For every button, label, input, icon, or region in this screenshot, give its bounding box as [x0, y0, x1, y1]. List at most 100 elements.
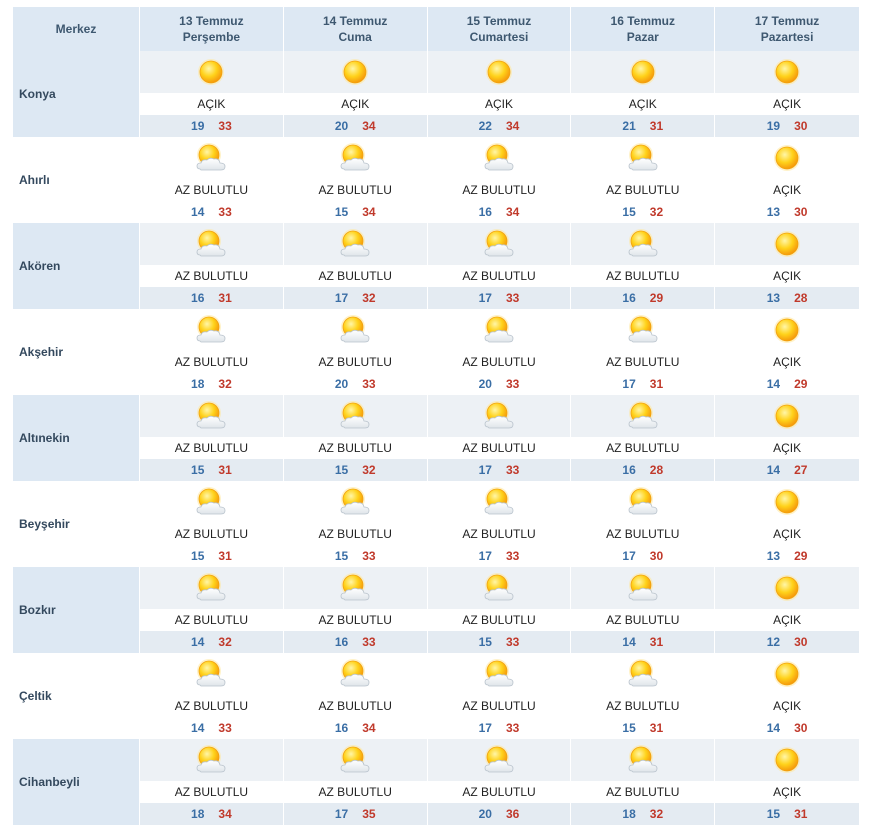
condition-text: AZ BULUTLU: [427, 179, 571, 201]
city-name[interactable]: Cihanbeyli: [13, 739, 140, 825]
sun-icon: [715, 481, 859, 523]
condition-text: AZ BULUTLU: [283, 437, 427, 459]
temperature-range: 16 34: [283, 717, 427, 739]
condition-text: AÇIK: [715, 351, 859, 373]
high-temp: 31: [649, 119, 664, 133]
low-temp: 18: [191, 377, 205, 391]
table-row: Ahırlı AZ BULUTLU 14 33 AZ BULUTLU 15 34 AZ BUL…: [13, 137, 859, 223]
condition-text: AZ BULUTLU: [571, 351, 715, 373]
condition-text: AZ BULUTLU: [571, 179, 715, 201]
forecast-cell: AZ BULUTLU 14 32: [140, 567, 284, 653]
low-temp: 17: [478, 721, 492, 735]
temperature-range: 21 31: [571, 115, 715, 137]
sun-icon: [715, 567, 859, 609]
header-date: 13 Temmuz: [179, 14, 244, 28]
city-name[interactable]: Akşehir: [13, 309, 140, 395]
high-temp: 30: [794, 635, 808, 649]
city-name[interactable]: Bozkır: [13, 567, 140, 653]
low-temp: 15: [622, 721, 636, 735]
high-temp: 33: [505, 635, 520, 649]
condition-text: AÇIK: [715, 93, 859, 115]
table-row: Akören AZ BULUTLU 16 31 AZ BULUTLU 17 32 AZ BUL…: [13, 223, 859, 309]
low-temp: 16: [622, 291, 636, 305]
sun-icon: [283, 51, 427, 93]
sun-icon: [715, 137, 859, 179]
low-temp: 20: [334, 119, 349, 133]
city-name[interactable]: Beyşehir: [13, 481, 140, 567]
temperature-range: 17 32: [283, 287, 427, 309]
forecast-cell: AZ BULUTLU 17 33: [427, 395, 572, 481]
forecast-cell: AZ BULUTLU 14 33: [140, 137, 284, 223]
low-temp: 20: [478, 377, 492, 391]
forecast-cell: AZ BULUTLU 15 32: [283, 395, 428, 481]
temperature-range: 20 33: [283, 373, 427, 395]
high-temp: 30: [649, 549, 664, 563]
temperature-range: 15 34: [283, 201, 427, 223]
temperature-range: 17 30: [571, 545, 715, 567]
low-temp: 14: [191, 205, 205, 219]
low-temp: 22: [478, 119, 492, 133]
high-temp: 29: [794, 377, 808, 391]
partly-cloudy-icon: [427, 653, 571, 695]
partly-cloudy-icon: [283, 395, 427, 437]
header-date: 16 Temmuz: [610, 14, 676, 28]
high-temp: 27: [794, 463, 808, 477]
partly-cloudy-icon: [140, 739, 283, 781]
low-temp: 14: [191, 721, 205, 735]
low-temp: 14: [622, 635, 636, 649]
temperature-range: 14 33: [140, 201, 283, 223]
city-name[interactable]: Ahırlı: [13, 137, 140, 223]
temperature-range: 14 31: [571, 631, 715, 653]
temperature-range: 14 30: [715, 717, 859, 739]
condition-text: AZ BULUTLU: [283, 695, 427, 717]
low-temp: 20: [334, 377, 349, 391]
temperature-range: 18 34: [140, 803, 283, 825]
temperature-range: 17 33: [427, 717, 571, 739]
city-name[interactable]: Çeltik: [13, 653, 140, 739]
sun-icon: [715, 739, 859, 781]
temperature-range: 20 36: [427, 803, 571, 825]
high-temp: 33: [218, 721, 232, 735]
low-temp: 15: [478, 635, 492, 649]
high-temp: 34: [362, 119, 376, 133]
forecast-cell: AÇIK 13 29: [715, 481, 859, 567]
city-name[interactable]: Konya: [13, 51, 140, 137]
forecast-cell: AÇIK 12 30: [715, 567, 859, 653]
high-temp: 30: [794, 119, 808, 133]
condition-text: AZ BULUTLU: [283, 523, 427, 545]
high-temp: 35: [362, 807, 376, 821]
high-temp: 33: [505, 291, 520, 305]
city-name[interactable]: Altınekin: [13, 395, 140, 481]
forecast-cell: AZ BULUTLU 16 31: [140, 223, 284, 309]
high-temp: 34: [505, 205, 520, 219]
condition-text: AZ BULUTLU: [427, 351, 571, 373]
temperature-range: 15 32: [283, 459, 427, 481]
sun-icon: [427, 51, 571, 93]
high-temp: 32: [218, 635, 232, 649]
condition-text: AZ BULUTLU: [140, 265, 283, 287]
forecast-cell: AÇIK 19 33: [140, 51, 284, 137]
high-temp: 34: [505, 119, 520, 133]
low-temp: 17: [478, 549, 492, 563]
forecast-cell: AZ BULUTLU 17 31: [571, 309, 716, 395]
high-temp: 33: [505, 721, 520, 735]
low-temp: 15: [622, 205, 636, 219]
condition-text: AÇIK: [715, 179, 859, 201]
forecast-cell: AÇIK 13 28: [715, 223, 859, 309]
high-temp: 36: [505, 807, 520, 821]
forecast-cell: AZ BULUTLU 15 31: [140, 481, 284, 567]
high-temp: 32: [649, 807, 664, 821]
low-temp: 17: [478, 463, 492, 477]
header-city-col: Merkez: [13, 7, 140, 51]
condition-text: AÇIK: [715, 609, 859, 631]
sun-icon: [715, 51, 859, 93]
partly-cloudy-icon: [571, 309, 715, 351]
header-weekday: Cumartesi: [469, 30, 529, 44]
condition-text: AÇIK: [140, 93, 283, 115]
condition-text: AÇIK: [715, 695, 859, 717]
forecast-cell: AÇIK 20 34: [283, 51, 428, 137]
low-temp: 13: [766, 291, 781, 305]
low-temp: 14: [766, 463, 781, 477]
city-name[interactable]: Akören: [13, 223, 140, 309]
temperature-range: 15 33: [427, 631, 571, 653]
